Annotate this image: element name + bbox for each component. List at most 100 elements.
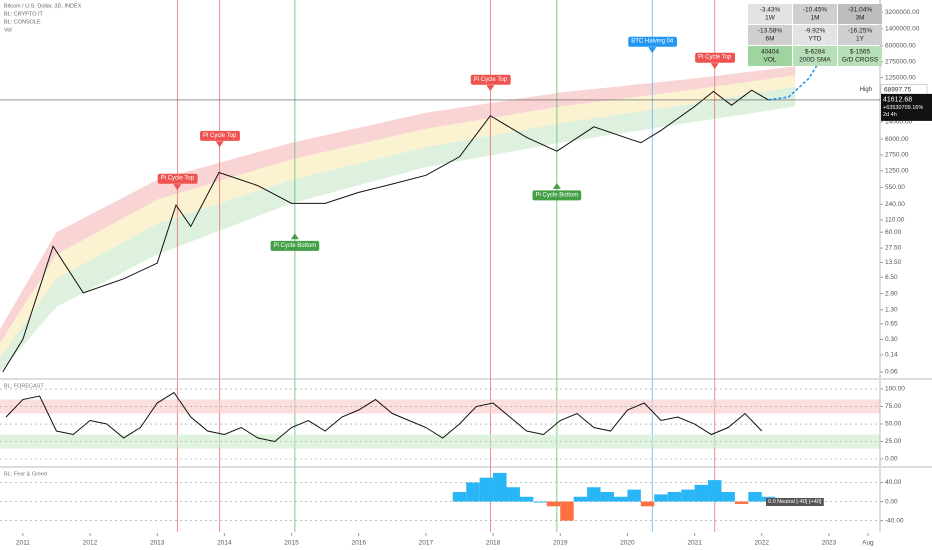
bar bbox=[708, 480, 722, 502]
y-tick-label: 0.06 bbox=[885, 369, 898, 376]
bar bbox=[734, 501, 749, 504]
annotation-box bbox=[628, 36, 677, 47]
y-tick-label: 0.14 bbox=[885, 352, 898, 359]
indicator-value: 0.0 Neutral [-40] [+40] bbox=[768, 499, 822, 505]
x-tick-label: 2023 bbox=[822, 540, 837, 547]
y-tick-label: 40.00 bbox=[885, 479, 902, 486]
y-tick-label: 6.50 bbox=[885, 274, 898, 281]
series-line bbox=[2, 89, 769, 373]
y-tick-label: 75.00 bbox=[885, 403, 902, 410]
y-tick-label: 13.50 bbox=[885, 259, 902, 266]
y-tick-label: 0.00 bbox=[885, 498, 898, 505]
perf-period: 1M bbox=[810, 15, 819, 22]
perf-period: 1W bbox=[765, 15, 776, 22]
perf-cell bbox=[838, 4, 882, 24]
y-tick-label: 2750.00 bbox=[885, 152, 909, 159]
y-tick-label: 0.30 bbox=[885, 336, 898, 343]
legend-line: BL: CRYPTO IT bbox=[4, 11, 44, 17]
x-tick-label: 2016 bbox=[351, 540, 366, 547]
annotation-label: Pi Cycle Top bbox=[474, 77, 508, 83]
y-tick-label: 3200000.00 bbox=[885, 9, 920, 16]
bar bbox=[613, 496, 628, 502]
bar bbox=[452, 492, 467, 502]
annotation-pointer bbox=[648, 47, 657, 54]
y-tick-label: 60.00 bbox=[885, 229, 902, 236]
legend-line: BL: CONSOLE bbox=[4, 19, 41, 25]
annotation-box bbox=[270, 240, 320, 251]
bar bbox=[694, 484, 709, 502]
bar bbox=[681, 489, 695, 502]
perf-value: -9.92% bbox=[805, 28, 826, 35]
x-tick-label: 2018 bbox=[486, 540, 501, 547]
annotation-box bbox=[695, 52, 736, 63]
annotation-box bbox=[157, 173, 198, 184]
bar bbox=[600, 492, 614, 502]
perf-value: -10.45% bbox=[803, 7, 827, 14]
value-badge bbox=[766, 498, 824, 507]
bar bbox=[533, 501, 547, 503]
bar bbox=[479, 477, 494, 502]
y-tick-label: 0.00 bbox=[885, 456, 898, 463]
perf-value: $-1565 bbox=[850, 49, 871, 56]
annotation-box bbox=[470, 74, 511, 85]
perf-period: YTD bbox=[809, 36, 822, 43]
bar bbox=[546, 501, 561, 507]
legend-line: Bitcoin / U.S. Dollar, 3D, INDEX bbox=[4, 3, 82, 9]
perf-period: 200D SMA bbox=[799, 57, 831, 64]
y-tick-label: 50.00 bbox=[885, 421, 902, 428]
panel-title: BL: FORECAST bbox=[4, 383, 44, 389]
y-tick-label: 1.30 bbox=[885, 306, 898, 313]
annotation-pointer bbox=[486, 85, 495, 92]
y-tick-label: 2.90 bbox=[885, 290, 898, 297]
perf-cell bbox=[793, 4, 837, 24]
annotation-pointer bbox=[173, 184, 182, 191]
annotation-box bbox=[532, 190, 582, 201]
bar bbox=[493, 472, 507, 502]
annotation-label: Pi Cycle Top bbox=[698, 55, 732, 61]
x-tick-label: 2013 bbox=[150, 540, 165, 547]
y-tick-label: 27.50 bbox=[885, 245, 902, 252]
perf-period: G/D CROSS bbox=[842, 57, 879, 64]
annotation-box bbox=[200, 130, 240, 141]
perf-cell bbox=[793, 46, 837, 66]
price-change: +63530709.16% bbox=[883, 105, 923, 111]
bar bbox=[466, 482, 480, 502]
annotation-pointer bbox=[215, 141, 224, 148]
perf-value: -13.58% bbox=[758, 28, 782, 35]
perf-cell bbox=[838, 46, 882, 66]
perf-value: -16.25% bbox=[848, 28, 872, 35]
annotation-pointer bbox=[552, 182, 561, 189]
bar bbox=[627, 489, 641, 502]
x-tick-label: 2011 bbox=[16, 540, 30, 547]
perf-cell bbox=[748, 4, 792, 24]
y-tick-label: 600000.00 bbox=[885, 43, 916, 50]
y-tick-label: 110.00 bbox=[885, 217, 905, 224]
x-tick-label: 2017 bbox=[419, 540, 434, 547]
perf-value: -31.04% bbox=[848, 7, 872, 14]
annotation-pointer bbox=[290, 233, 299, 240]
perf-period: VOL bbox=[763, 57, 776, 64]
bar bbox=[506, 487, 520, 502]
annotation-label: BTC Halving 04 bbox=[631, 39, 674, 45]
perf-value: 40404 bbox=[761, 49, 779, 56]
bar bbox=[654, 494, 668, 502]
perf-period: 3M bbox=[855, 15, 864, 22]
high-value: 68997.75 bbox=[884, 86, 911, 93]
y-tick-label: 1250.00 bbox=[885, 168, 909, 175]
annotation-pointer bbox=[710, 63, 719, 70]
y-tick-label: 6000.00 bbox=[885, 136, 909, 143]
x-tick-label: 2019 bbox=[553, 540, 568, 547]
y-tick-label: 14000.00 bbox=[885, 119, 912, 126]
high-label: High bbox=[860, 87, 872, 93]
bar bbox=[721, 492, 735, 502]
annotation-label: Pi Cycle Top bbox=[161, 176, 195, 182]
perf-value: -3.43% bbox=[760, 7, 781, 14]
x-tick-label: 2012 bbox=[83, 540, 98, 547]
perf-period: 1Y bbox=[856, 36, 865, 43]
y-tick-label: 1400000.00 bbox=[885, 25, 920, 32]
y-tick-label: 240.00 bbox=[885, 201, 905, 208]
y-tick-label: 125000.00 bbox=[885, 74, 916, 81]
band bbox=[0, 75, 796, 358]
annotation-label: Pi Cycle Top bbox=[203, 133, 237, 139]
